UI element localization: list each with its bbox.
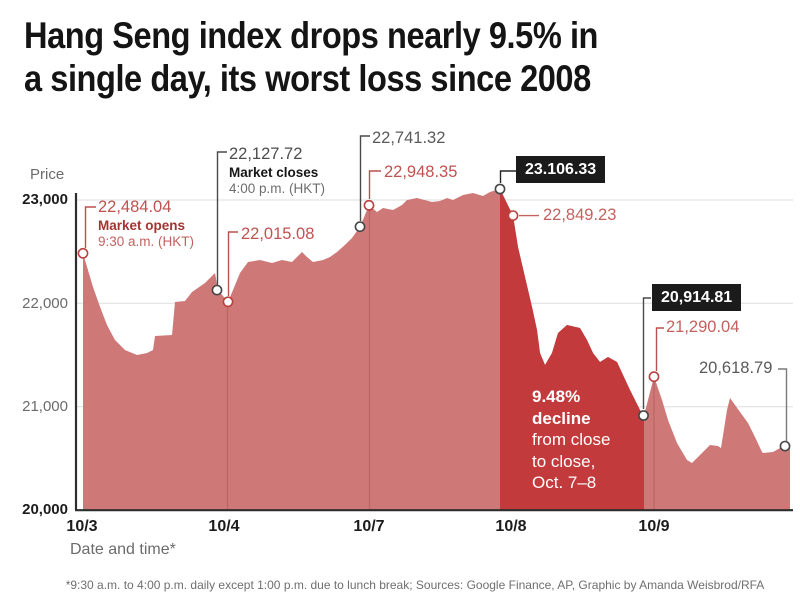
annotation-label: Market closes	[229, 165, 319, 181]
y-tick-20000: 20,000	[22, 501, 68, 518]
page-title: Hang Seng index drops nearly 9.5% in a s…	[24, 14, 598, 101]
decline-word: decline	[532, 408, 591, 428]
data-point-marker	[648, 371, 660, 383]
data-point-marker	[779, 440, 791, 452]
data-point-marker	[222, 296, 234, 308]
markers-group	[77, 183, 791, 452]
annotation-value: 22,849.23	[543, 206, 617, 224]
decline-text-2: to close,	[532, 451, 596, 471]
annotation-open-10-9: 21,290.04	[666, 318, 739, 337]
annotation-open-10-7: 22,948.35	[384, 163, 457, 182]
annotation-open-10-4: 22,015.08	[241, 225, 314, 244]
x-axis-title: Date and time*	[70, 541, 176, 558]
decline-percent: 9.48%	[532, 387, 581, 406]
area-dark	[500, 189, 644, 510]
annotation-sublabel: 9:30 a.m. (HKT)	[98, 234, 195, 250]
x-tick-10-9: 10/9	[638, 518, 670, 535]
annotation-peak-close-10-7: 23.106.33	[516, 156, 606, 184]
title-line-2: a single day, its worst loss since 2008	[24, 58, 591, 100]
data-point-marker	[638, 410, 649, 421]
y-axis-title: Price	[30, 166, 65, 183]
day-dividers	[226, 206, 655, 509]
x-tick-10-7: 10/7	[353, 518, 385, 535]
annotation-close-10-8: 20,914.81	[652, 284, 742, 312]
annotation-market-closes-10-3: 22,127.72 Market closes 4:00 p.m. (HKT)	[229, 145, 325, 197]
x-tick-10-8: 10/8	[495, 518, 527, 535]
annotation-value: 20,618.79	[699, 359, 773, 377]
annotation-close-10-4: 22,741.32	[372, 129, 445, 148]
annotation-open-10-8: 22,849.23	[543, 206, 616, 225]
y-tick-21000: 21,000	[22, 398, 68, 415]
annotation-market-opens-10-3: 22,484.04 Market opens 9:30 a.m. (HKT)	[98, 198, 194, 250]
y-tick-22000: 22,000	[22, 295, 68, 312]
annotation-value: 22,741.32	[372, 129, 446, 147]
leader-lines	[84, 135, 788, 441]
annotation-value: 22,015.08	[241, 225, 315, 243]
annotation-value: 22,484.04	[98, 198, 172, 216]
y-tick-23000: 23,000	[22, 191, 68, 208]
data-point-marker	[507, 210, 519, 221]
data-point-marker	[363, 199, 375, 211]
decline-callout: 9.48% decline from close to close, Oct. …	[532, 386, 610, 494]
x-tick-10-3: 10/3	[66, 518, 98, 535]
annotation-sublabel: 4:00 p.m. (HKT)	[229, 181, 326, 197]
source-footnote: *9:30 a.m. to 4:00 p.m. daily except 1:0…	[65, 578, 765, 592]
data-point-marker	[354, 221, 366, 233]
decline-text-1: from close	[532, 430, 611, 449]
annotation-label: Market opens	[98, 218, 186, 234]
decline-text-3: Oct. 7–8	[532, 473, 597, 492]
data-point-marker	[77, 247, 89, 259]
title-line-1: Hang Seng index drops nearly 9.5% in	[24, 15, 599, 56]
annotation-value: 22,127.72	[229, 145, 303, 163]
x-tick-10-4: 10/4	[208, 518, 240, 535]
data-point-marker	[494, 183, 506, 195]
axes	[74, 193, 793, 512]
annotation-value: 22,948.35	[384, 163, 458, 181]
data-point-marker	[211, 284, 223, 296]
annotation-last-10-9: 20,618.79	[699, 359, 772, 378]
annotation-value: 21,290.04	[666, 318, 740, 336]
